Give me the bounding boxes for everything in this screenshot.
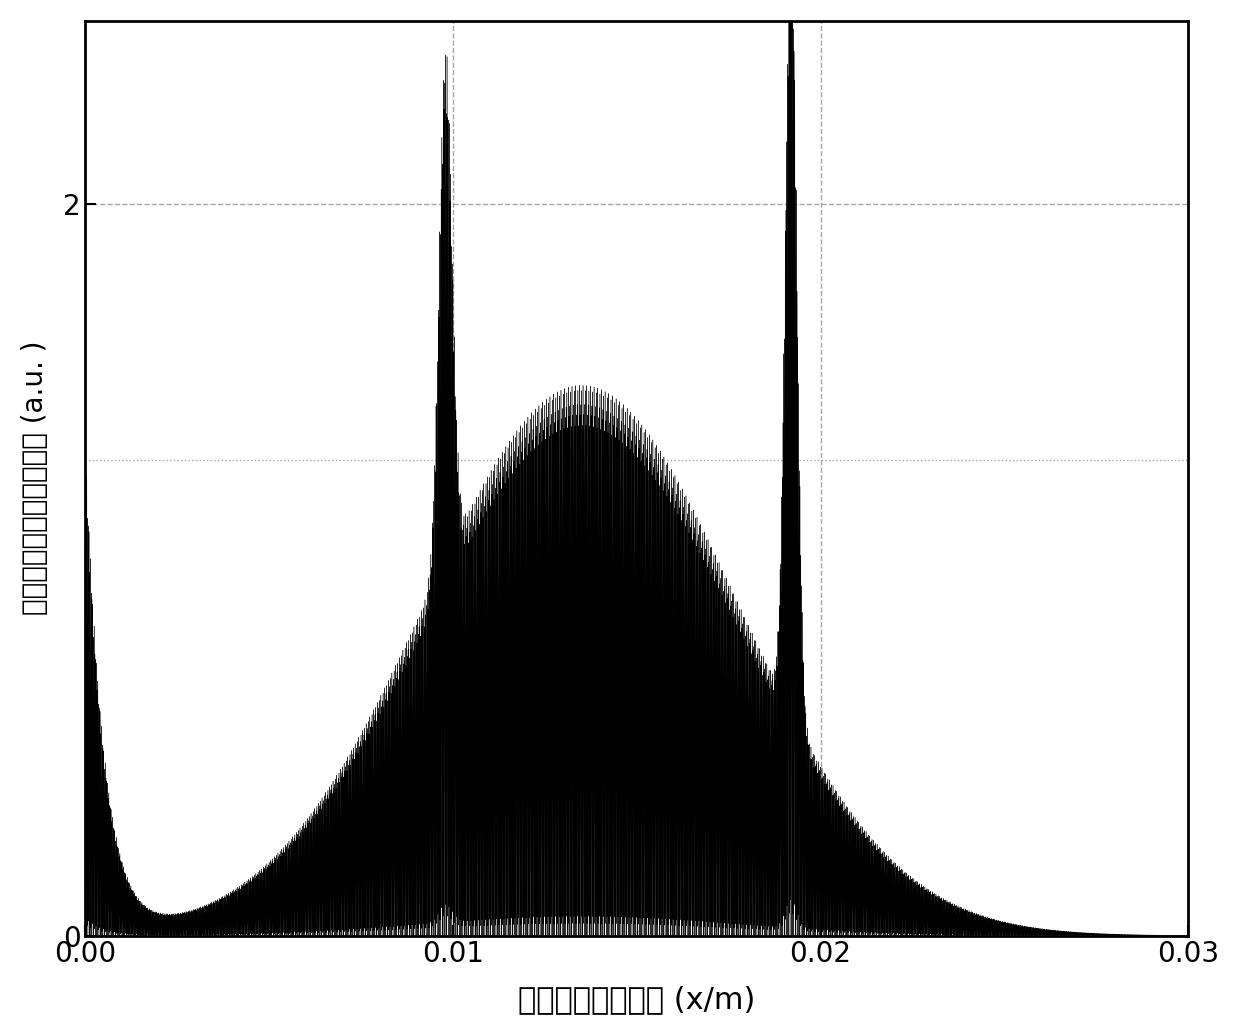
X-axis label: 光楔上的不同位置 (x/m): 光楔上的不同位置 (x/m) xyxy=(518,985,755,1014)
Y-axis label: 相关干涉信号的输出光强 (a.u. ): 相关干涉信号的输出光强 (a.u. ) xyxy=(21,341,48,616)
